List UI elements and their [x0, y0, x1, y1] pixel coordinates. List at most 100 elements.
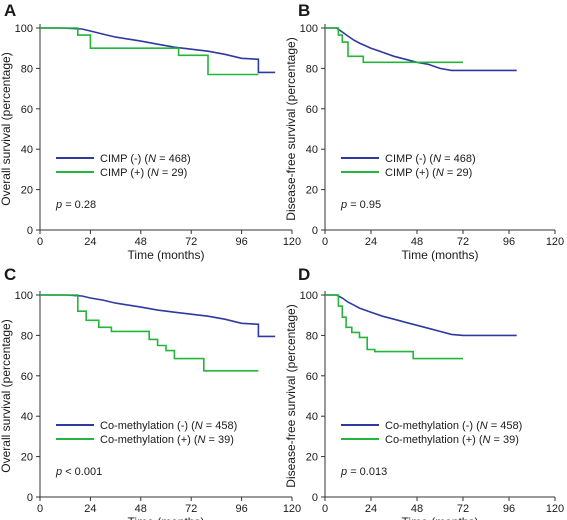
legend-n-label: N — [483, 434, 491, 446]
legend-entry: CIMP (+) (N = 29) — [100, 167, 187, 179]
legend-n-label: N — [148, 153, 156, 165]
panel-b: B 0 20 40 60 80 100 0 24 48 72 96 120 Time (months) Di… — [284, 1, 564, 262]
x-tick-label: 0 — [37, 236, 43, 248]
x-tick-label: 72 — [185, 236, 197, 248]
panel-letter: A — [4, 1, 16, 20]
legend-open-paren: ( — [476, 434, 483, 446]
legend-n-value: = 468 — [159, 153, 187, 165]
p-value-label: p < 0.001 — [55, 466, 102, 478]
legend-n-value: = 39 — [209, 434, 231, 446]
legend-entry: Co-methylation (-) (N = 458) — [100, 420, 237, 432]
legend-open-paren: ( — [426, 153, 433, 165]
y-tick-label: 40 — [306, 144, 318, 156]
legend-close-paren: ) — [472, 153, 476, 165]
y-tick-label: 0 — [312, 225, 318, 237]
x-tick-label: 24 — [84, 503, 96, 515]
x-tick-label: 96 — [503, 236, 515, 248]
p-value: < 0.001 — [65, 466, 102, 478]
p-symbol: p — [55, 466, 62, 478]
y-tick-label: 80 — [21, 63, 33, 75]
legend-entry: CIMP (-) (N = 468) — [100, 153, 191, 165]
legend-entry: CIMP (+) (N = 29) — [385, 167, 472, 179]
x-tick-label: 0 — [322, 236, 328, 248]
p-value-label: p = 0.013 — [340, 466, 387, 478]
legend-close-paren: ) — [469, 167, 473, 179]
y-tick-label: 20 — [306, 452, 318, 464]
p-symbol: p — [55, 199, 62, 211]
x-tick-label: 120 — [546, 236, 564, 248]
x-tick-label: 120 — [283, 236, 301, 248]
legend-open-paren: ( — [473, 420, 480, 432]
y-tick-label: 100 — [300, 290, 318, 302]
legend-open-paren: ( — [188, 420, 195, 432]
legend-series-name: Co-methylation (+) — [385, 434, 476, 446]
y-axis-title: Disease-free survival (percentage) — [284, 37, 298, 220]
x-tick-label: 96 — [235, 503, 247, 515]
x-tick-label: 48 — [411, 503, 423, 515]
legend-open-paren: ( — [429, 167, 436, 179]
y-tick-label: 20 — [21, 185, 33, 197]
x-tick-label: 48 — [411, 236, 423, 248]
x-axis-title: Time (months) — [128, 248, 205, 262]
survival-curve-negative — [325, 27, 517, 72]
x-tick-label: 120 — [283, 503, 301, 515]
x-tick-label: 0 — [37, 503, 43, 515]
legend-entry: CIMP (-) (N = 468) — [385, 153, 476, 165]
x-tick-label: 72 — [457, 503, 469, 515]
panel-d: D 0 20 40 60 80 100 0 24 48 72 96 120 Time (months) Di… — [284, 265, 564, 520]
y-tick-label: 100 — [15, 23, 33, 35]
y-tick-label: 100 — [300, 23, 318, 35]
legend-n-label: N — [151, 167, 159, 179]
panel-letter: B — [298, 1, 310, 20]
survival-curve-positive — [40, 27, 259, 76]
x-tick-label: 24 — [84, 236, 96, 248]
y-tick-label: 0 — [312, 492, 318, 504]
y-tick-label: 20 — [306, 185, 318, 197]
survival-curve-positive — [325, 294, 463, 360]
y-tick-label: 40 — [306, 411, 318, 423]
y-tick-label: 40 — [21, 144, 33, 156]
legend-series-name: CIMP (+) — [100, 167, 144, 179]
y-tick-label: 0 — [27, 225, 33, 237]
legend-open-paren: ( — [141, 153, 148, 165]
legend-entry: Co-methylation (+) (N = 39) — [385, 434, 519, 446]
survival-curve-negative — [325, 294, 517, 337]
legend-n-label: N — [480, 420, 488, 432]
legend-series-name: Co-methylation (+) — [100, 434, 191, 446]
survival-curve-positive — [40, 294, 259, 372]
y-tick-label: 0 — [27, 492, 33, 504]
y-tick-label: 100 — [15, 290, 33, 302]
survival-curve-negative — [40, 294, 276, 338]
y-tick-label: 60 — [21, 371, 33, 383]
legend-close-paren: ) — [230, 434, 234, 446]
legend-n-value: = 29 — [447, 167, 469, 179]
y-tick-label: 80 — [306, 63, 318, 75]
legend-n-value: = 458 — [206, 420, 234, 432]
y-axis-title: Overall survival (percentage) — [0, 52, 13, 205]
y-axis-title: Disease-free survival (percentage) — [284, 304, 298, 487]
x-tick-label: 72 — [457, 236, 469, 248]
panel-a: A 0 20 40 60 80 100 0 24 48 72 96 120 Time (months) Ov… — [0, 1, 301, 262]
x-tick-label: 24 — [365, 503, 377, 515]
y-tick-label: 20 — [21, 452, 33, 464]
legend-n-value: = 29 — [162, 167, 184, 179]
legend-series-name: CIMP (-) — [100, 153, 141, 165]
x-tick-label: 48 — [135, 236, 147, 248]
y-tick-label: 60 — [21, 104, 33, 116]
y-tick-label: 80 — [306, 330, 318, 342]
x-tick-label: 24 — [365, 236, 377, 248]
y-tick-label: 60 — [306, 104, 318, 116]
p-value-label: p = 0.28 — [55, 199, 96, 211]
legend-n-value: = 468 — [444, 153, 472, 165]
legend-series-name: CIMP (-) — [385, 153, 426, 165]
x-tick-label: 120 — [546, 503, 564, 515]
legend-close-paren: ) — [187, 153, 191, 165]
legend-close-paren: ) — [515, 434, 519, 446]
y-axis-title: Overall survival (percentage) — [0, 319, 13, 472]
x-tick-label: 96 — [235, 236, 247, 248]
legend-series-name: CIMP (+) — [385, 167, 429, 179]
panel-c: C 0 20 40 60 80 100 0 24 48 72 96 120 Time (months) Ov… — [0, 265, 301, 520]
legend-series-name: Co-methylation (-) — [385, 420, 473, 432]
legend-n-label: N — [195, 420, 203, 432]
legend-close-paren: ) — [519, 420, 523, 432]
